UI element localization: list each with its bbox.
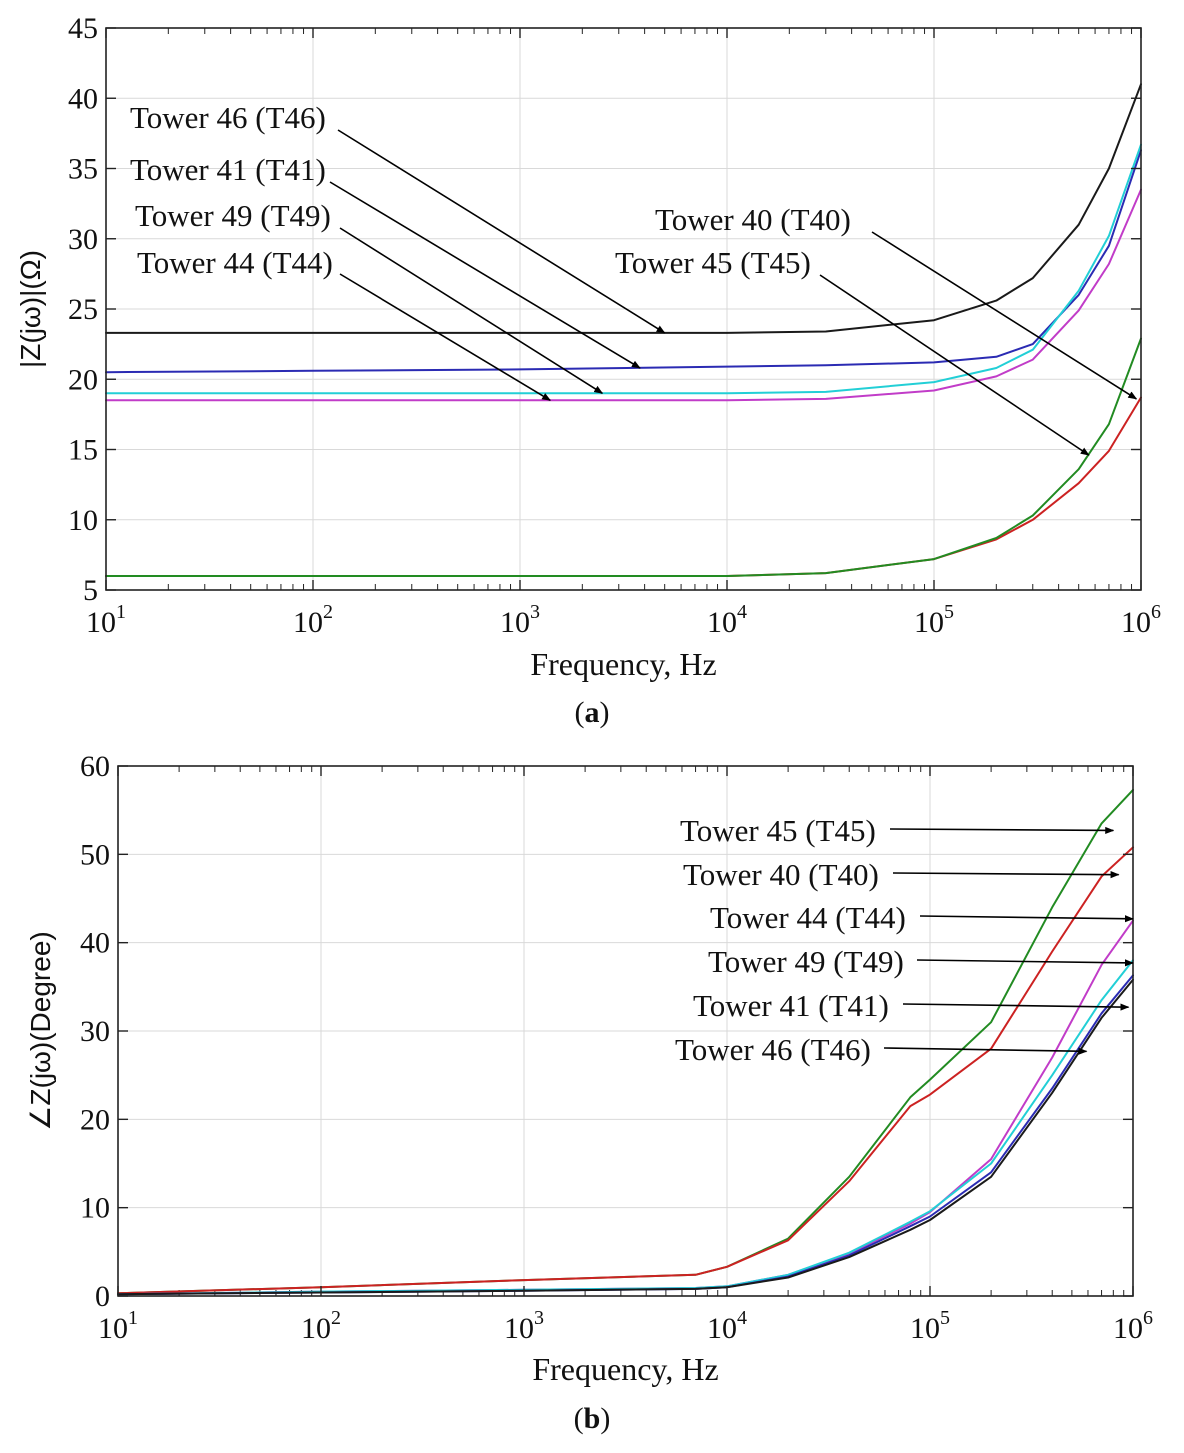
x-tick-label: 104 — [707, 1307, 747, 1345]
x-tick-label: 105 — [914, 601, 954, 639]
annotation-arrow — [892, 870, 1120, 879]
annotation-arrow — [339, 273, 552, 402]
y-tick-label: 45 — [68, 12, 98, 45]
annotation-label: Tower 41 (T41) — [130, 152, 326, 187]
annotation-arrow — [919, 915, 1134, 923]
x-tick-label: 103 — [500, 601, 540, 639]
annotation-label: Tower 41 (T41) — [693, 988, 889, 1023]
annotation-arrow — [916, 959, 1134, 967]
y-tick-label: 50 — [80, 838, 110, 871]
series-line — [105, 188, 1142, 402]
y-tick-label: 40 — [80, 927, 110, 960]
y-tick-label: 35 — [68, 153, 98, 186]
y-tick-label: 10 — [68, 504, 98, 537]
annotation-arrow — [883, 1047, 1088, 1055]
annotation-label: Tower 49 (T49) — [708, 944, 904, 979]
x-tick-label: 101 — [86, 601, 126, 639]
annotation-label: Tower 46 (T46) — [675, 1032, 871, 1067]
x-tick-label: 106 — [1113, 1307, 1153, 1345]
y-tick-label: 30 — [68, 223, 98, 256]
panel-b-chart: 101 102 103 104 105 106 0 10 20 30 40 50 60 Frequency… — [25, 750, 1153, 1435]
annotation-arrow — [339, 227, 604, 394]
y-tick-label: 25 — [68, 293, 98, 326]
annotation-arrow — [819, 274, 1090, 456]
y-tick-label: 20 — [68, 363, 98, 396]
x-axis-label: Frequency, Hz — [532, 1351, 718, 1387]
series-line — [105, 83, 1142, 334]
x-tick-label: 102 — [301, 1307, 341, 1345]
series-line — [105, 143, 1142, 395]
annotation-arrow — [337, 129, 666, 334]
y-tick-label: 0 — [95, 1280, 110, 1313]
annotation-label: Tower 44 (T44) — [137, 245, 333, 280]
series-line — [117, 846, 1134, 1295]
annotation-arrow — [329, 181, 641, 369]
x-axis-label: Frequency, Hz — [530, 646, 716, 682]
panel-a-chart: 101 102 103 104 105 106 5 10 15 20 25 30 35 40 45 Frequ… — [15, 12, 1161, 729]
panel-caption: (a) — [575, 696, 610, 729]
y-tick-label: 15 — [68, 434, 98, 467]
annotation-label: Tower 45 (T45) — [680, 813, 876, 848]
y-axis-label: |Z(jω)|(Ω) — [15, 250, 46, 368]
x-tick-label: 101 — [98, 1307, 138, 1345]
y-axis-label: ∠Z(jω)(Degree) — [25, 931, 56, 1130]
series-line — [105, 149, 1142, 374]
y-tick-label: 30 — [80, 1015, 110, 1048]
x-tick-label: 104 — [707, 601, 747, 639]
annotation-label: Tower 46 (T46) — [130, 100, 326, 135]
annotation-label: Tower 40 (T40) — [655, 202, 851, 237]
annotation-arrow — [889, 826, 1115, 835]
annotation-arrow — [902, 1003, 1130, 1011]
y-tick-label: 5 — [83, 574, 98, 607]
x-tick-label: 105 — [910, 1307, 950, 1345]
annotation-label: Tower 49 (T49) — [135, 198, 331, 233]
annotation-label: Tower 45 (T45) — [615, 245, 811, 280]
annotation-label: Tower 40 (T40) — [683, 857, 879, 892]
x-tick-label: 102 — [293, 601, 333, 639]
y-tick-label: 40 — [68, 82, 98, 115]
annotation-label: Tower 44 (T44) — [710, 900, 906, 935]
y-tick-label: 20 — [80, 1103, 110, 1136]
x-tick-label: 103 — [504, 1307, 544, 1345]
x-tick-label: 106 — [1121, 601, 1161, 639]
y-tick-label: 60 — [80, 750, 110, 783]
y-tick-label: 10 — [80, 1192, 110, 1225]
annotation-arrow — [871, 231, 1138, 400]
panel-caption: (b) — [574, 1402, 611, 1435]
